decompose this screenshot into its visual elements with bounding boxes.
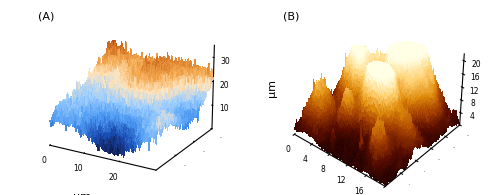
Text: (B): (B) — [284, 11, 300, 21]
Text: (A): (A) — [38, 11, 54, 21]
Text: μm: μm — [267, 79, 277, 97]
X-axis label: μm: μm — [72, 192, 90, 195]
X-axis label: μm: μm — [306, 194, 324, 195]
